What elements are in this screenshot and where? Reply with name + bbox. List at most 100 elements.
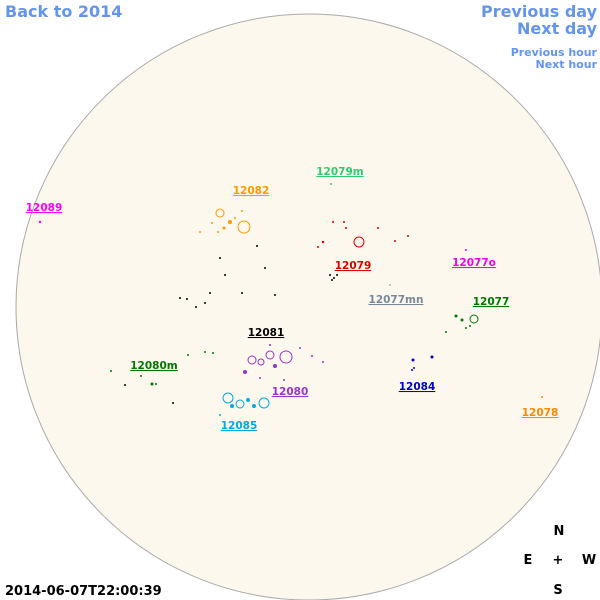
- region-label[interactable]: 12080m: [130, 360, 178, 372]
- sunspot: [332, 221, 334, 223]
- sunspot: [411, 358, 415, 362]
- sunspot: [265, 350, 275, 360]
- sunspot: [469, 325, 471, 327]
- sunspot: [179, 297, 181, 299]
- sunspot: [465, 327, 467, 329]
- compass-east: E: [524, 553, 533, 568]
- sunspot: [234, 217, 236, 219]
- sunspot: [541, 396, 543, 398]
- sunspot: [241, 292, 243, 294]
- region-label[interactable]: 12082: [233, 185, 270, 197]
- sunspot: [204, 351, 206, 353]
- sunspot: [186, 298, 188, 300]
- sunspot: [389, 284, 391, 286]
- sunspot: [230, 404, 234, 408]
- sunspot: [195, 306, 197, 308]
- sunspot: [311, 355, 313, 357]
- sunspot: [257, 358, 265, 366]
- region-label[interactable]: 12077o: [452, 257, 496, 269]
- sunspot: [246, 398, 250, 402]
- sunspot: [224, 274, 226, 276]
- region-label[interactable]: 12078: [522, 407, 559, 419]
- sunspot: [299, 347, 301, 349]
- sunspot: [343, 221, 345, 223]
- region-label[interactable]: 12079m: [316, 166, 364, 178]
- sunspot: [215, 208, 225, 218]
- compass-north: N: [554, 524, 565, 539]
- sunspot: [199, 231, 201, 233]
- sunspot: [258, 397, 270, 409]
- back-link[interactable]: Back to 2014: [5, 2, 122, 21]
- solar-disk: [15, 13, 600, 600]
- next-day-link[interactable]: Next day: [517, 19, 598, 38]
- sunspot: [222, 392, 234, 404]
- sunspot: [330, 183, 332, 185]
- sunspot: [204, 302, 206, 304]
- sunspot: [279, 350, 293, 364]
- sunspot: [274, 294, 276, 296]
- sunspot: [150, 382, 154, 386]
- region-label[interactable]: 12079: [335, 260, 372, 272]
- next-hour-link[interactable]: Next hour: [536, 58, 598, 71]
- sunspot: [212, 352, 214, 354]
- region-label[interactable]: 12077: [473, 296, 510, 308]
- sunspot: [460, 318, 464, 322]
- region-label[interactable]: 12084: [399, 381, 436, 393]
- sunspot: [269, 344, 271, 346]
- sunspot: [413, 367, 415, 369]
- sunspot: [321, 240, 325, 244]
- sunspot: [264, 267, 266, 269]
- sunspot: [333, 277, 335, 279]
- sunspot: [235, 399, 245, 409]
- sunspot: [140, 375, 142, 377]
- sunspot: [252, 404, 256, 408]
- region-label[interactable]: 12085: [221, 420, 258, 432]
- region-label[interactable]: 12077mn: [369, 294, 424, 306]
- sunspot: [241, 210, 243, 212]
- sunspot: [243, 370, 247, 374]
- compass-west: W: [582, 553, 596, 568]
- compass-south: S: [553, 583, 562, 598]
- sunspot: [430, 355, 434, 359]
- sunspot: [172, 402, 174, 404]
- sunspot: [209, 292, 211, 294]
- sunspot: [259, 377, 261, 379]
- region-label[interactable]: 12081: [248, 327, 285, 339]
- sunspot: [155, 383, 157, 385]
- sunspot: [394, 240, 396, 242]
- region-label[interactable]: 12089: [26, 202, 63, 214]
- sunspot: [222, 226, 226, 230]
- sunspot: [465, 249, 467, 251]
- sunspots: [38, 183, 543, 416]
- region-labels: 12079m 12082 12089 12079 12077o 12077mn 12077 1…: [26, 166, 559, 432]
- sunspot: [187, 354, 189, 356]
- sunspot: [283, 379, 285, 381]
- sunspot: [411, 369, 413, 371]
- sunspot: [228, 220, 232, 224]
- sunspot: [110, 370, 112, 372]
- sunspot: [237, 220, 251, 234]
- sunspot: [353, 236, 365, 248]
- sunspot: [407, 235, 409, 237]
- sunspot: [377, 227, 379, 229]
- sunspot: [217, 231, 219, 233]
- sunspot: [219, 414, 221, 416]
- sunspot: [336, 274, 338, 276]
- sunspot: [331, 279, 333, 281]
- sunspot: [211, 222, 213, 224]
- region-label[interactable]: 12080: [272, 386, 309, 398]
- sunspot: [317, 246, 319, 248]
- sunspot: [38, 220, 42, 224]
- compass-center: +: [553, 553, 564, 568]
- previous-hour-link[interactable]: Previous hour: [511, 46, 598, 59]
- timestamp: 2014-06-07T22:00:39: [5, 584, 162, 599]
- sunspot: [329, 274, 331, 276]
- sunspot: [345, 227, 347, 229]
- sunspot: [322, 361, 324, 363]
- sunspot: [273, 364, 277, 368]
- sunspot: [256, 245, 258, 247]
- sunspot: [219, 257, 221, 259]
- previous-day-link[interactable]: Previous day: [481, 2, 598, 21]
- sunspot: [454, 314, 458, 318]
